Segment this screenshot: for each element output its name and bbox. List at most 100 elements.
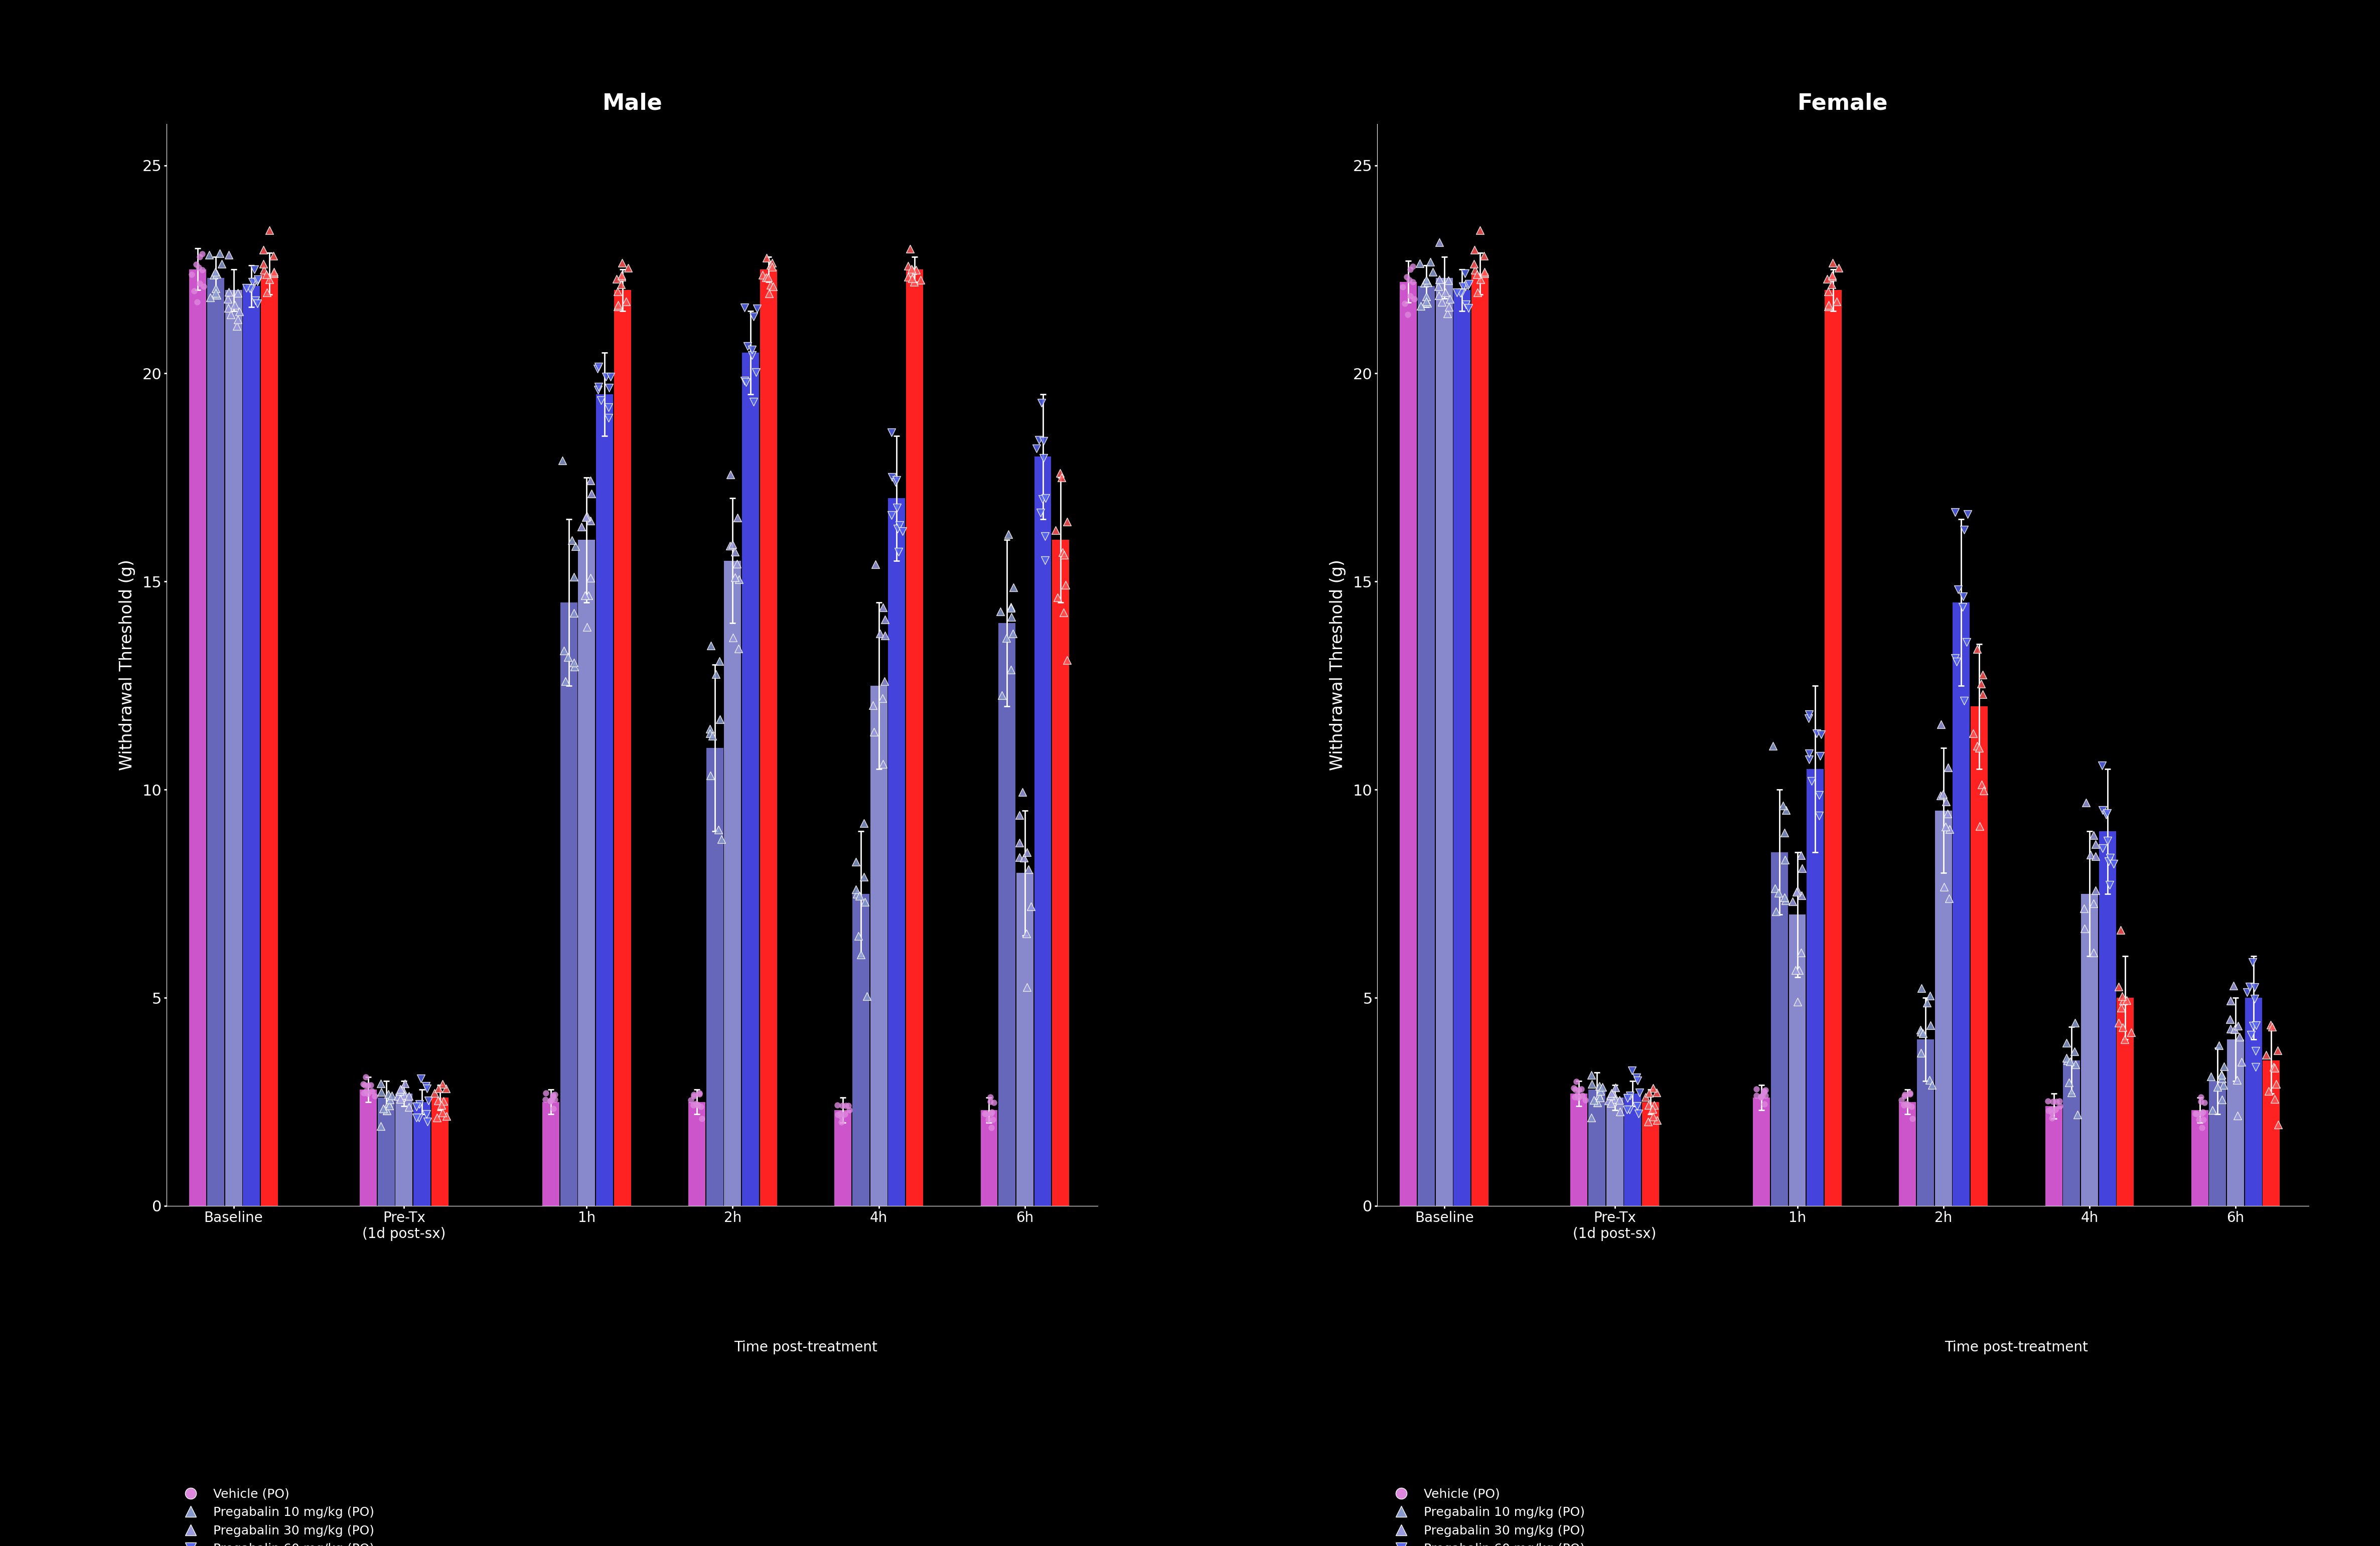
Point (369, 1082, 407, 1107)
Point (733, 337, 771, 362)
Point (1635, 1104, 1673, 1129)
Point (2102, 918, 2140, 943)
Point (2256, 1056, 2294, 1081)
Point (1790, 707, 1828, 731)
Point (362, 1071, 400, 1096)
Point (676, 1084, 714, 1108)
Point (1388, 301, 1426, 326)
Point (1799, 782, 1837, 807)
Point (971, 1090, 1009, 1115)
Point (424, 1093, 462, 1118)
Point (1766, 887, 1804, 912)
Title: Male: Male (602, 93, 662, 114)
Point (2094, 852, 2132, 877)
Point (1402, 250, 1440, 275)
Point (1573, 1062, 1611, 1087)
Point (2235, 1014, 2273, 1039)
Point (1797, 720, 1835, 745)
Point (1890, 1081, 1928, 1105)
Point (2232, 1022, 2271, 1047)
Point (2033, 1101, 2071, 1125)
Point (2047, 1045, 2085, 1070)
Point (407, 1073, 445, 1098)
Bar (2228, 1039, 2244, 1206)
Point (1902, 1017, 1940, 1042)
Point (857, 552, 895, 577)
Point (750, 281, 788, 306)
Bar (2263, 1061, 2280, 1206)
Point (181, 244, 219, 269)
Point (2256, 1087, 2294, 1112)
Point (1809, 292, 1847, 317)
Point (1045, 600, 1083, 625)
Y-axis label: Withdrawal Threshold (g): Withdrawal Threshold (g) (119, 560, 136, 770)
Point (536, 1087, 574, 1112)
Point (1023, 487, 1061, 512)
Point (2102, 996, 2140, 1020)
Point (531, 1088, 569, 1113)
Point (1902, 1040, 1940, 1065)
Point (752, 255, 790, 280)
Point (700, 649, 738, 674)
Point (733, 343, 771, 368)
Point (1595, 1081, 1633, 1105)
Point (1783, 883, 1821, 908)
Point (202, 252, 240, 277)
Point (600, 294, 638, 318)
Point (1573, 1071, 1611, 1096)
Point (1618, 1101, 1656, 1125)
Point (1626, 1085, 1664, 1110)
Bar (981, 1110, 997, 1206)
Point (178, 289, 217, 314)
Point (533, 1082, 571, 1107)
Bar (1471, 274, 1488, 1206)
Point (2104, 988, 2142, 1013)
Point (1959, 736, 1997, 761)
Point (1885, 1093, 1923, 1118)
Point (1818, 289, 1856, 314)
Point (1012, 894, 1050, 918)
Point (426, 1076, 464, 1101)
Point (590, 405, 628, 430)
Point (1887, 1091, 1925, 1116)
Bar (226, 291, 243, 1206)
Bar (2080, 894, 2099, 1206)
Point (2202, 1062, 2240, 1087)
Point (1045, 543, 1083, 567)
Point (690, 720, 728, 745)
Point (1395, 254, 1433, 278)
Point (2056, 1039, 2094, 1064)
Point (1778, 989, 1816, 1014)
Point (2256, 1071, 2294, 1096)
Point (255, 243, 293, 267)
Point (1754, 733, 1792, 758)
Point (1426, 280, 1464, 305)
Point (1780, 957, 1818, 982)
Point (1026, 524, 1064, 549)
Point (1459, 280, 1497, 305)
Bar (262, 274, 278, 1206)
Point (1944, 518, 1983, 543)
Point (2075, 878, 2113, 903)
Point (1449, 295, 1488, 320)
Point (2247, 1042, 2285, 1067)
Point (2075, 940, 2113, 965)
Point (2204, 1087, 2242, 1112)
Point (1911, 983, 1949, 1008)
Point (181, 271, 219, 295)
Point (386, 1082, 424, 1107)
Point (681, 1081, 719, 1105)
Point (878, 516, 916, 541)
Point (992, 595, 1031, 620)
Bar (1435, 278, 1452, 1206)
Point (2185, 1099, 2223, 1124)
Point (1925, 815, 1963, 839)
Point (2218, 1104, 2256, 1129)
Point (536, 1096, 574, 1121)
Point (2185, 1107, 2223, 1132)
Point (2082, 836, 2121, 861)
Bar (1916, 1039, 1935, 1206)
Point (352, 1079, 390, 1104)
Point (1038, 586, 1076, 611)
Point (1461, 267, 1499, 292)
